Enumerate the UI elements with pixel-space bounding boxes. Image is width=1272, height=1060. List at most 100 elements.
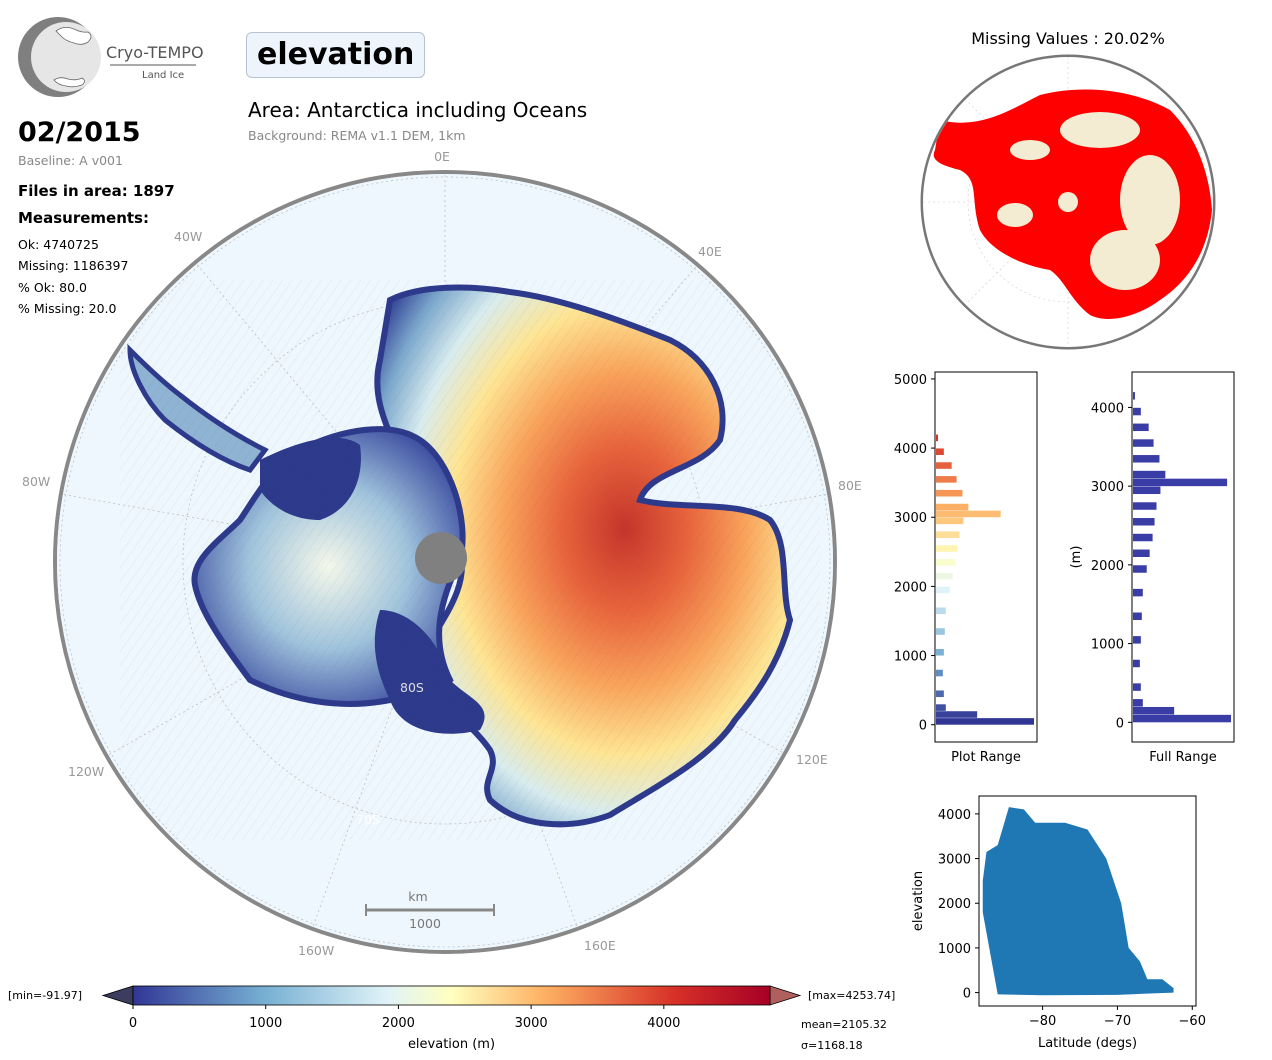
baseline-label: Baseline: A v001: [18, 153, 123, 168]
logo-name: Cryo-TEMPO: [106, 43, 204, 62]
plot_range-bar: [936, 559, 956, 566]
plot_range-bar: [936, 628, 945, 635]
full_range-bar: [1133, 455, 1160, 463]
full_range-bar: [1133, 549, 1150, 557]
percent-missing: % Missing: 20.0: [18, 301, 117, 316]
full_range-ytick-label: 2000: [1091, 559, 1124, 574]
lat-label-70s: 70S: [356, 812, 380, 827]
plot_range-bar: [936, 607, 946, 615]
colorbar-label: elevation (m): [408, 1037, 495, 1052]
scatter-ytick-label: 4000: [938, 808, 971, 823]
full_range-bar: [1133, 423, 1149, 432]
plot_range-bar: [936, 489, 963, 497]
colorbar-tick-label: 2000: [382, 1016, 415, 1031]
plot_range-bar: [936, 648, 944, 656]
lat-label-80s: 80S: [400, 680, 424, 695]
plot_range-ytick-label: 2000: [894, 580, 927, 595]
lon-label-160e: 160E: [584, 938, 616, 953]
plot_range-bar: [936, 531, 960, 538]
colorbar-max-extend: [769, 985, 802, 1006]
full_range-bar: [1133, 407, 1141, 416]
scatter-xtick-label: −60: [1179, 1014, 1206, 1029]
plot_range-bar: [936, 572, 953, 580]
full_range-bar: [1133, 502, 1157, 510]
missing-map-title: Missing Values : 20.02%: [971, 29, 1165, 48]
full_range-bar: [1133, 470, 1166, 479]
lon-label-40w: 40W: [174, 229, 202, 244]
scatter-ylabel: elevation: [911, 871, 926, 931]
area-title: Area: Antarctica including Oceans: [248, 98, 588, 122]
plot_range-bar: [936, 476, 957, 483]
plot_range-bar: [936, 503, 969, 511]
scale-bar-value: 1000: [409, 916, 441, 931]
plot_range-bar: [936, 545, 958, 552]
plot_range-bar: [936, 718, 1034, 725]
scatter-ytick-label: 2000: [938, 897, 971, 912]
scatter-xtick-label: −70: [1104, 1014, 1131, 1029]
lon-label-40e: 40E: [698, 244, 722, 259]
plot_range-bar: [936, 690, 944, 698]
ok-regions: [997, 112, 1180, 290]
full_range-bar: [1133, 706, 1175, 715]
plot_range-xlabel: Plot Range: [951, 750, 1021, 765]
full_range-bar: [1133, 683, 1141, 691]
histogram-plot-range[interactable]: 0 1000 2000 3000 4000 5000 Plot Range: [870, 360, 1050, 770]
full_range-bar: [1133, 636, 1141, 644]
colorbar-min-label: [min=-91.97]: [8, 989, 82, 1002]
plot_range-axes: [934, 371, 1038, 743]
full_range-ylabel: (m): [1069, 546, 1084, 569]
full_range-bar: [1133, 439, 1154, 447]
full_range-bar: [1133, 518, 1155, 526]
full_range-bar: [1133, 392, 1135, 400]
colorbar-tick-label: 3000: [515, 1016, 548, 1031]
lon-label-0e: 0E: [434, 149, 450, 164]
plot_range-bar: [936, 586, 950, 594]
colorbar-sigma-label: σ=1168.18: [801, 1039, 863, 1052]
antarctica-elevation-map[interactable]: 0E 40E 80E 120E 160E 160W 120W 80W 40W 8…: [0, 140, 880, 970]
plot_range-bar: [936, 462, 952, 469]
plot_range-ytick-label: 3000: [894, 511, 927, 526]
full_range-bar: [1133, 588, 1143, 597]
plot_range-bar: [936, 711, 978, 718]
lon-label-160w: 160W: [298, 943, 334, 958]
plot_range-bar: [936, 448, 944, 455]
full_range-ytick-label: 4000: [1091, 401, 1124, 416]
ok-count: Ok: 4740725: [18, 237, 99, 252]
full_range-bar: [1133, 533, 1153, 542]
date-label: 02/2015: [18, 117, 141, 148]
missing-values-map[interactable]: Missing Values : 20.02%: [900, 20, 1240, 355]
colorbar-min-extend: [101, 985, 134, 1006]
files-in-area: Files in area: 1897: [18, 182, 175, 200]
colorbar-mean-label: mean=2105.32: [801, 1018, 887, 1031]
plot_range-ytick-label: 1000: [894, 650, 927, 665]
scatter-xtick-label: −80: [1029, 1014, 1056, 1029]
full_range-ytick-label: 1000: [1091, 638, 1124, 653]
background-note: Background: REMA v1.1 DEM, 1km: [248, 128, 466, 143]
full_range-bar: [1133, 486, 1161, 495]
elevation-latitude-scatter[interactable]: −80 −70 −60 0 1000 2000 3000 4000 Latitude (degs…: [900, 790, 1220, 1055]
plot_range-ytick-label: 4000: [894, 442, 927, 457]
scatter-ytick-label: 3000: [938, 853, 971, 868]
full_range-xlabel: Full Range: [1149, 750, 1217, 765]
missing-count: Missing: 1186397: [18, 258, 129, 273]
full_range-bar: [1133, 659, 1140, 668]
plot_range-ytick-label: 5000: [894, 373, 927, 388]
colorbar-gradient: [132, 985, 771, 1006]
lon-label-80e: 80E: [838, 478, 862, 493]
colorbar-tick-label: 1000: [249, 1016, 282, 1031]
scatter-ytick-label: 1000: [938, 942, 971, 957]
scale-bar: km 1000: [365, 889, 495, 931]
plot_range-bar: [936, 510, 1001, 518]
full_range-bar: [1133, 714, 1231, 723]
full_range-bar: [1133, 612, 1142, 620]
parameter-title: elevation: [246, 32, 426, 78]
colorbar-tick-label: 4000: [647, 1016, 680, 1031]
full_range-bar: [1133, 699, 1143, 707]
plot_range-bar: [936, 434, 938, 442]
full_range-ytick-label: 0: [1116, 716, 1124, 731]
map-frame: [53, 170, 837, 954]
histogram-full-range[interactable]: 0 1000 2000 3000 4000 Full Range (m): [1060, 360, 1250, 770]
scatter-points-area: [982, 807, 1174, 996]
scatter-ytick-label: 0: [963, 987, 971, 1002]
elevation-colorbar: 0 1000 2000 3000 4000 elevation (m) [min=-91.9…: [8, 985, 895, 1052]
